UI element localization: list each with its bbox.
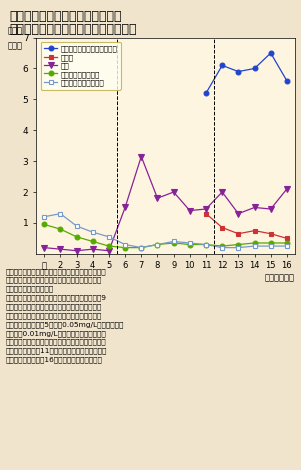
Line: 硝酸性窒素及び亜硝酸性窒素: 硝酸性窒素及び亜硝酸性窒素 [203,51,289,95]
トリクロロエチレン [123,245,127,251]
砒素 [188,208,192,213]
ふっ素 [204,211,208,217]
Line: トリクロロエチレン: トリクロロエチレン [42,222,289,250]
Text: 超過率: 超過率 [8,26,23,35]
ふっ素 [220,225,224,230]
テトラクロロエチレン [42,214,46,219]
トリクロロエチレン [107,243,111,249]
トリクロロエチレン [59,226,62,232]
Line: ふっ素: ふっ素 [203,211,289,241]
砒素 [139,154,143,159]
Text: （％）: （％） [8,41,23,51]
Line: 砒素: 砒素 [41,153,290,254]
テトラクロロエチレン [269,243,272,249]
砒素 [285,186,289,192]
トリクロロエチレン [269,240,272,246]
砒素 [75,248,78,253]
テトラクロロエチレン [91,229,95,235]
Text: （調査年度）: （調査年度） [265,273,295,282]
ふっ素 [237,231,240,236]
砒素 [172,189,175,195]
テトラクロロエチレン [204,242,208,247]
砒素 [91,246,95,252]
テトラクロロエチレン [59,211,62,217]
トリクロロエチレン [91,239,95,244]
砒素 [253,204,256,210]
テトラクロロエチレン [220,245,224,251]
トリクロロエチレン [285,240,289,246]
テトラクロロエチレン [123,242,127,247]
テトラクロロエチレン [156,242,159,247]
砒素 [204,206,208,212]
砒素 [156,196,159,201]
砒素 [59,246,62,252]
トリクロロエチレン [172,240,175,246]
トリクロロエチレン [237,242,240,247]
Legend: 硝酸性窒素及び亜硝酸性窒素, ふっ素, 砒素, トリクロロエチレン, テトラクロロエチレン: 硝酸性窒素及び亜硝酸性窒素, ふっ素, 砒素, トリクロロエチレン, テトラクロ… [41,42,121,90]
Text: 地下水の水質汚濁に係る環境基準: 地下水の水質汚濁に係る環境基準 [9,10,122,24]
トリクロロエチレン [75,234,78,240]
ふっ素 [253,228,256,234]
ふっ素 [285,235,289,241]
テトラクロロエチレン [172,239,175,244]
トリクロロエチレン [156,242,159,247]
Text: 注１：概況調査における測定井戸は、年ごとに異な
　　　る。（同一の井戸で毎年測定を行っている
　　　わけではない。）
　２：地下水の水質汚濁に係る環境基準は、平: 注１：概況調査における測定井戸は、年ごとに異な る。（同一の井戸で毎年測定を行っ… [6,268,124,363]
Line: テトラクロロエチレン: テトラクロロエチレン [42,211,289,250]
テトラクロロエチレン [107,234,111,240]
テトラクロロエチレン [285,243,289,249]
硝酸性窒素及び亜硝酸性窒素 [220,63,224,68]
テトラクロロエチレン [237,245,240,251]
硝酸性窒素及び亜硝酸性窒素 [237,69,240,74]
テトラクロロエチレン [139,245,143,251]
トリクロロエチレン [253,240,256,246]
硝酸性窒素及び亜硝酸性窒素 [253,66,256,71]
トリクロロエチレン [139,245,143,251]
テトラクロロエチレン [75,223,78,229]
テトラクロロエチレン [253,243,256,249]
砒素 [123,204,127,210]
砒素 [269,206,272,212]
砒素 [107,248,111,253]
トリクロロエチレン [220,243,224,249]
硝酸性窒素及び亜硝酸性窒素 [204,90,208,96]
硝酸性窒素及び亜硝酸性窒素 [269,50,272,56]
テトラクロロエチレン [188,240,192,246]
Text: （超過率の高い項目）の超過率の推移: （超過率の高い項目）の超過率の推移 [9,23,137,36]
トリクロロエチレン [188,242,192,247]
砒素 [237,211,240,217]
硝酸性窒素及び亜硝酸性窒素 [285,78,289,84]
トリクロロエチレン [204,242,208,247]
砒素 [42,245,46,251]
砒素 [220,189,224,195]
トリクロロエチレン [42,222,46,227]
ふっ素 [269,231,272,236]
